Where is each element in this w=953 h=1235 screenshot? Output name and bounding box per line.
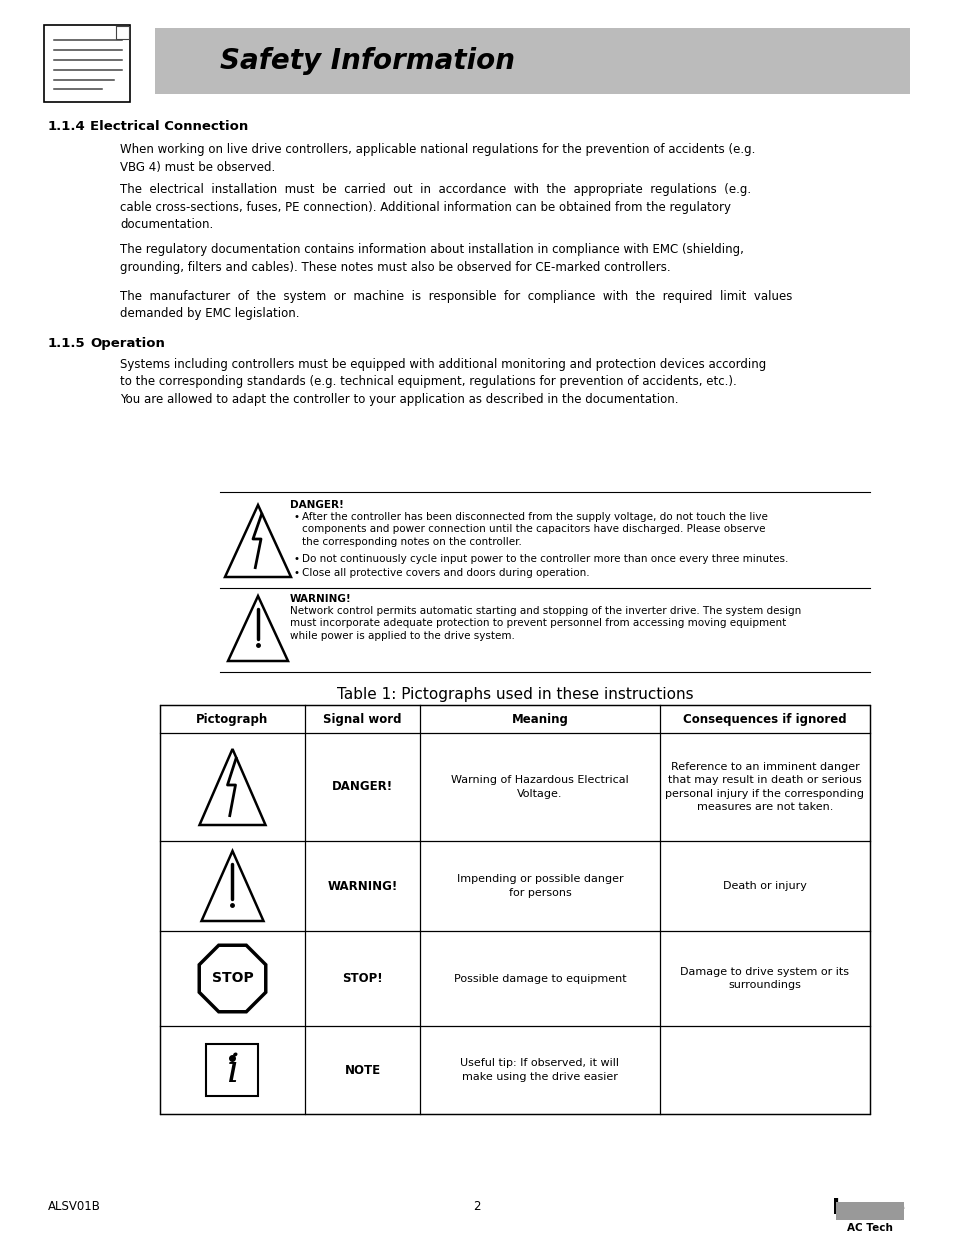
Text: Useful tip: If observed, it will
make using the drive easier: Useful tip: If observed, it will make us… — [460, 1058, 618, 1082]
Text: •: • — [294, 555, 299, 564]
Text: AC Tech: AC Tech — [846, 1223, 892, 1233]
Text: Consequences if ignored: Consequences if ignored — [682, 713, 846, 725]
Text: Electrical Connection: Electrical Connection — [90, 120, 248, 133]
Text: 2: 2 — [473, 1200, 480, 1213]
Text: DANGER!: DANGER! — [290, 500, 343, 510]
Text: Signal word: Signal word — [323, 713, 401, 725]
Polygon shape — [199, 748, 265, 825]
Text: 1.1.4: 1.1.4 — [48, 120, 86, 133]
Bar — [835, 1202, 903, 1220]
Bar — [160, 705, 869, 1114]
Text: When working on live drive controllers, applicable national regulations for the : When working on live drive controllers, … — [120, 143, 755, 173]
Polygon shape — [225, 505, 291, 577]
Text: STOP: STOP — [212, 972, 253, 986]
Polygon shape — [199, 945, 266, 1011]
Text: Warning of Hazardous Electrical
Voltage.: Warning of Hazardous Electrical Voltage. — [451, 776, 628, 799]
Text: Safety Information: Safety Information — [220, 47, 515, 75]
Text: Systems including controllers must be equipped with additional monitoring and pr: Systems including controllers must be eq… — [120, 358, 765, 406]
Text: The  manufacturer  of  the  system  or  machine  is  responsible  for  complianc: The manufacturer of the system or machin… — [120, 290, 792, 321]
Text: 1.1.5: 1.1.5 — [48, 337, 86, 350]
Text: The  electrical  installation  must  be  carried  out  in  accordance  with  the: The electrical installation must be carr… — [120, 183, 750, 231]
Text: Reference to an imminent danger
that may result in death or serious
personal inj: Reference to an imminent danger that may… — [665, 762, 863, 811]
Text: NOTE: NOTE — [344, 1063, 380, 1077]
Text: Impending or possible danger
for persons: Impending or possible danger for persons — [456, 874, 622, 898]
Text: DANGER!: DANGER! — [332, 781, 393, 794]
Text: Table 1: Pictographs used in these instructions: Table 1: Pictographs used in these instr… — [336, 687, 693, 701]
Text: Possible damage to equipment: Possible damage to equipment — [454, 973, 626, 983]
Text: Operation: Operation — [90, 337, 165, 350]
Text: The regulatory documentation contains information about installation in complian: The regulatory documentation contains in… — [120, 243, 743, 273]
Text: •: • — [294, 568, 299, 578]
Text: i: i — [226, 1052, 238, 1089]
Text: Close all protective covers and doors during operation.: Close all protective covers and doors du… — [302, 568, 589, 578]
Polygon shape — [228, 597, 288, 661]
Text: Damage to drive system or its
surroundings: Damage to drive system or its surroundin… — [679, 967, 848, 990]
Text: Do not continuously cycle input power to the controller more than once every thr: Do not continuously cycle input power to… — [302, 555, 787, 564]
Text: Network control permits automatic starting and stopping of the inverter drive. T: Network control permits automatic starti… — [290, 606, 801, 641]
Text: After the controller has been disconnected from the supply voltage, do not touch: After the controller has been disconnect… — [302, 513, 767, 547]
Bar — [154, 28, 909, 94]
Text: •: • — [294, 513, 299, 522]
Polygon shape — [201, 851, 263, 921]
Text: WARNING!: WARNING! — [290, 594, 352, 604]
Text: Meaning: Meaning — [511, 713, 568, 725]
Text: Death or injury: Death or injury — [722, 881, 806, 890]
Text: ALSV01B: ALSV01B — [48, 1200, 101, 1213]
Text: STOP!: STOP! — [342, 972, 382, 986]
Text: Lenze: Lenze — [831, 1198, 904, 1218]
Text: WARNING!: WARNING! — [327, 879, 397, 893]
Bar — [206, 1044, 258, 1095]
Text: Pictograph: Pictograph — [196, 713, 269, 725]
Bar — [44, 25, 130, 103]
